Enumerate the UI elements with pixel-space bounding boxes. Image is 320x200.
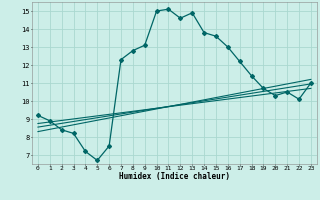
X-axis label: Humidex (Indice chaleur): Humidex (Indice chaleur)	[119, 172, 230, 181]
